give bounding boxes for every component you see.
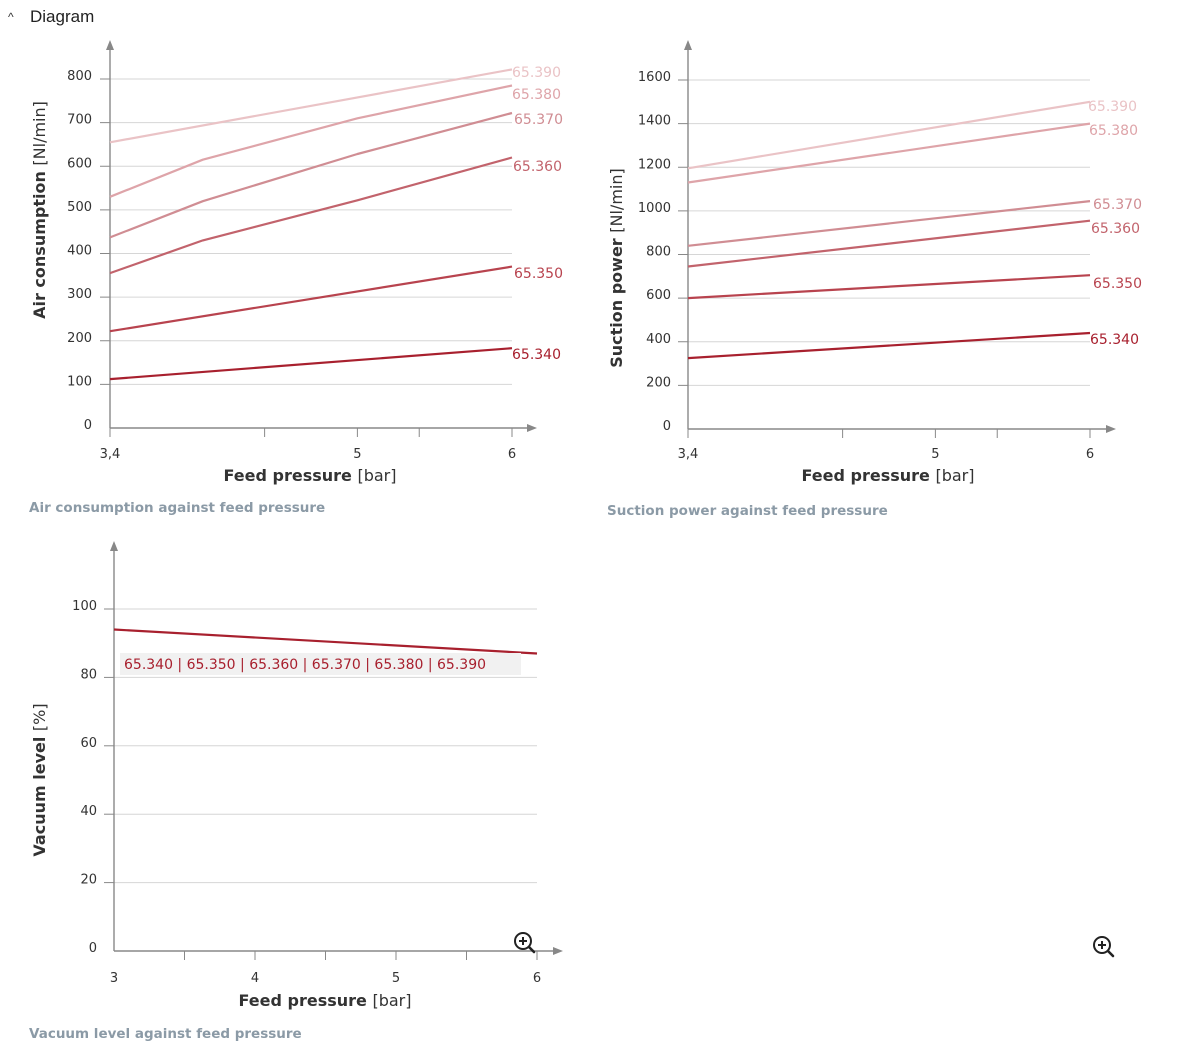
series-line xyxy=(687,122,1091,184)
x-tick-label: 5 xyxy=(353,447,361,462)
y-tick-label: 100 xyxy=(67,374,92,389)
x-tick-label: 5 xyxy=(392,971,400,986)
series-line xyxy=(109,111,513,239)
x-tick-label: 6 xyxy=(533,971,541,986)
series-label: 65.380 xyxy=(1089,123,1138,139)
x-axis-arrow xyxy=(527,424,537,432)
air-consumption-chart: 0 100 200 300 400 500 600 700 800 3,4 5 6 Feed press… xyxy=(30,40,563,485)
y-tick-label: 700 xyxy=(67,113,92,128)
series-line xyxy=(687,274,1091,300)
series-label: 65.360 xyxy=(513,159,562,175)
y-tick-label: 800 xyxy=(646,245,671,260)
chart-caption: Vacuum level against feed pressure xyxy=(29,1026,302,1042)
chart-caption: Suction power against feed pressure xyxy=(607,503,888,519)
y-axis-title: Vacuum level [%] xyxy=(30,703,49,856)
y-tick-label: 200 xyxy=(646,375,671,390)
x-axis-title: Feed pressure [bar] xyxy=(224,466,397,485)
y-axis-arrow xyxy=(106,40,114,50)
y-tick-label: 600 xyxy=(67,156,92,171)
chevron-up-icon: ^ xyxy=(8,10,14,24)
y-axis-arrow xyxy=(684,40,692,50)
series-label: 65.390 xyxy=(512,65,561,81)
series-label: 65.340 xyxy=(1090,332,1139,348)
series-label: 65.390 xyxy=(1088,99,1137,115)
series-line xyxy=(687,200,1091,247)
y-tick-label: 1000 xyxy=(638,201,671,216)
y-tick-label: 80 xyxy=(80,667,97,682)
x-axis-title: Feed pressure [bar] xyxy=(802,466,975,485)
x-axis-arrow xyxy=(1106,425,1116,433)
x-axis-title: Feed pressure [bar] xyxy=(239,991,412,1010)
zoom-in-button[interactable] xyxy=(511,929,539,957)
x-tick-label: 6 xyxy=(1086,447,1094,462)
series-line xyxy=(687,219,1091,268)
series-label: 65.340 xyxy=(512,347,561,363)
section-title: Diagram xyxy=(30,7,95,26)
y-axis-title: Suction power [Nl/min] xyxy=(607,168,626,368)
vacuum-level-chart: 0 20 40 60 80 100 3 4 5 6 Feed pressure [bar] Vacuu… xyxy=(30,541,563,1010)
series-line xyxy=(109,265,513,333)
series-line xyxy=(109,347,513,381)
x-tick-label: 3,4 xyxy=(100,447,121,462)
x-tick-label: 6 xyxy=(508,447,516,462)
series-line xyxy=(687,331,1091,360)
y-tick-label: 40 xyxy=(80,804,97,819)
y-tick-label: 100 xyxy=(72,599,97,614)
y-tick-label: 200 xyxy=(67,331,92,346)
series-label: 65.370 xyxy=(514,112,563,128)
y-tick-label: 1600 xyxy=(638,70,671,85)
y-tick-label: 500 xyxy=(67,200,92,215)
x-tick-label: 3 xyxy=(110,971,118,986)
x-tick-label: 3,4 xyxy=(678,447,699,462)
zoom-in-icon xyxy=(514,932,536,954)
x-tick-label: 5 xyxy=(931,447,939,462)
series-line xyxy=(109,68,513,144)
diagram-section-toggle[interactable]: ^ Diagram xyxy=(8,4,94,30)
zoom-in-button[interactable] xyxy=(1090,933,1118,961)
series-label: 65.380 xyxy=(512,87,561,103)
series-label: 65.350 xyxy=(1093,276,1142,292)
zoom-in-icon xyxy=(1093,936,1115,958)
y-axis-arrow xyxy=(110,541,118,551)
series-label: 65.350 xyxy=(514,266,563,282)
y-tick-label: 1200 xyxy=(638,157,671,172)
series-line xyxy=(113,628,538,655)
series-line xyxy=(687,100,1091,170)
y-tick-label: 0 xyxy=(84,418,92,433)
y-tick-label: 60 xyxy=(80,736,97,751)
y-tick-label: 1400 xyxy=(638,114,671,129)
y-tick-label: 20 xyxy=(80,873,97,888)
series-label: 65.340 | 65.350 | 65.360 | 65.370 | 65.3… xyxy=(124,657,486,673)
x-tick-label: 4 xyxy=(251,971,259,986)
y-tick-label: 400 xyxy=(67,244,92,259)
chart-caption: Air consumption against feed pressure xyxy=(29,500,326,516)
y-tick-label: 300 xyxy=(67,287,92,302)
series-label: 65.370 xyxy=(1093,197,1142,213)
series-label: 65.360 xyxy=(1091,221,1140,237)
y-tick-label: 0 xyxy=(89,941,97,956)
x-axis-arrow xyxy=(553,947,563,955)
y-axis-title: Air consumption [Nl/min] xyxy=(30,101,49,319)
y-tick-label: 400 xyxy=(646,332,671,347)
y-tick-label: 800 xyxy=(67,69,92,84)
series-label-box xyxy=(120,653,521,675)
series-line xyxy=(109,156,513,275)
y-tick-label: 0 xyxy=(663,419,671,434)
y-tick-label: 600 xyxy=(646,288,671,303)
series-line xyxy=(109,84,513,198)
suction-power-chart: 0 200 400 600 800 1000 1200 1400 1600 3,4 5 6 Feed p… xyxy=(607,40,1142,485)
